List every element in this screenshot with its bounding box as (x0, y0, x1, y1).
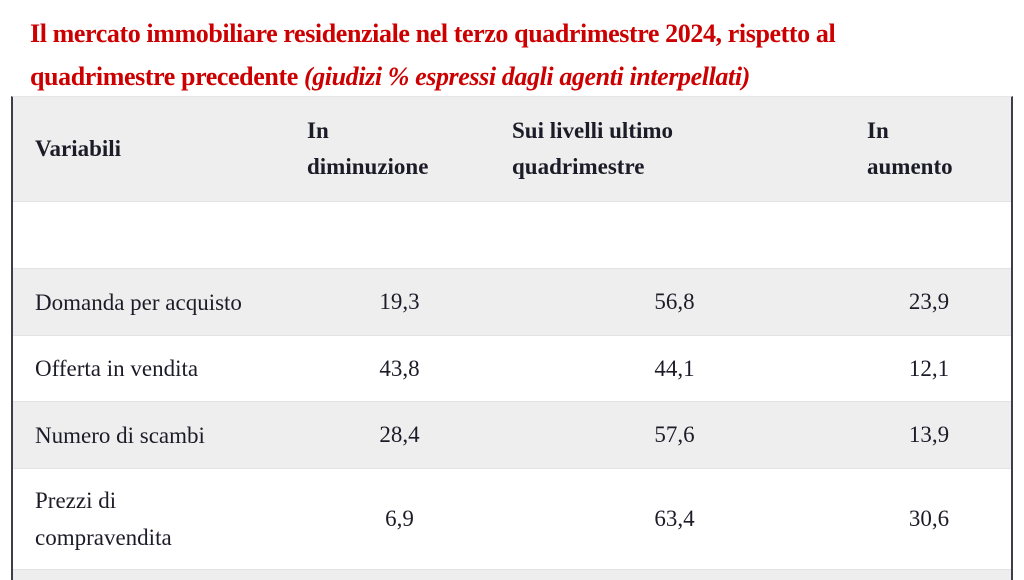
value-in-diminuzione: 43,8 (379, 355, 420, 381)
row-label: Offerta in vendita (35, 356, 199, 381)
figure-title: Il mercato immobiliare residenziale nel … (30, 12, 1002, 98)
table-header-row: Variabili In diminuzione Sui livelli ult… (13, 97, 1011, 201)
value-in-diminuzione: 19,3 (379, 289, 420, 314)
value-sui-livelli: 63,4 (654, 506, 695, 531)
title-line-2: quadrimestre precedente (30, 62, 304, 91)
table-row-prezzi-di-compravendita: Prezzi di compravendita 6,9 63,4 30,6 (13, 468, 1011, 569)
table-row-offerta-in-vendita: Offerta in vendita 43,8 44,1 12,1 (13, 335, 1011, 401)
value-sui-livelli: 44,1 (654, 355, 695, 381)
table-row-numero-di-scambi: Numero di scambi 28,4 57,6 13,9 (13, 401, 1011, 468)
value-sui-livelli: 56,8 (654, 289, 695, 314)
value-in-diminuzione: 6,9 (385, 506, 414, 531)
column-header-in-aumento: In aumento (867, 118, 953, 179)
value-in-diminuzione: 28,4 (379, 422, 420, 447)
row-label: Domanda per acquisto (35, 289, 242, 315)
table-spacer-row (13, 201, 1011, 268)
column-header-in-diminuzione: In diminuzione (307, 118, 429, 179)
value-sui-livelli: 57,6 (654, 422, 695, 447)
table-row-partial-cutoff (13, 569, 1011, 580)
row-label: Numero di scambi (35, 422, 205, 448)
value-in-aumento: 12,1 (908, 355, 950, 381)
column-header-variabili: Variabili (35, 136, 122, 161)
value-in-aumento: 23,9 (908, 289, 950, 314)
value-in-aumento: 13,9 (908, 422, 950, 447)
title-parenthetical-italic: (giudizi % espressi dagli agenti interpe… (303, 62, 750, 91)
data-table: Variabili In diminuzione Sui livelli ult… (11, 96, 1013, 580)
value-in-aumento: 30,6 (908, 506, 950, 531)
column-header-sui-livelli-ultimo-quadrimestre: Sui livelli ultimo quadrimestre (512, 118, 674, 179)
title-line-1: Il mercato immobiliare residenziale nel … (30, 19, 836, 48)
row-label: Prezzi di compravendita (35, 488, 172, 550)
table-row-domanda-per-acquisto: Domanda per acquisto 19,3 56,8 23,9 (13, 268, 1011, 335)
